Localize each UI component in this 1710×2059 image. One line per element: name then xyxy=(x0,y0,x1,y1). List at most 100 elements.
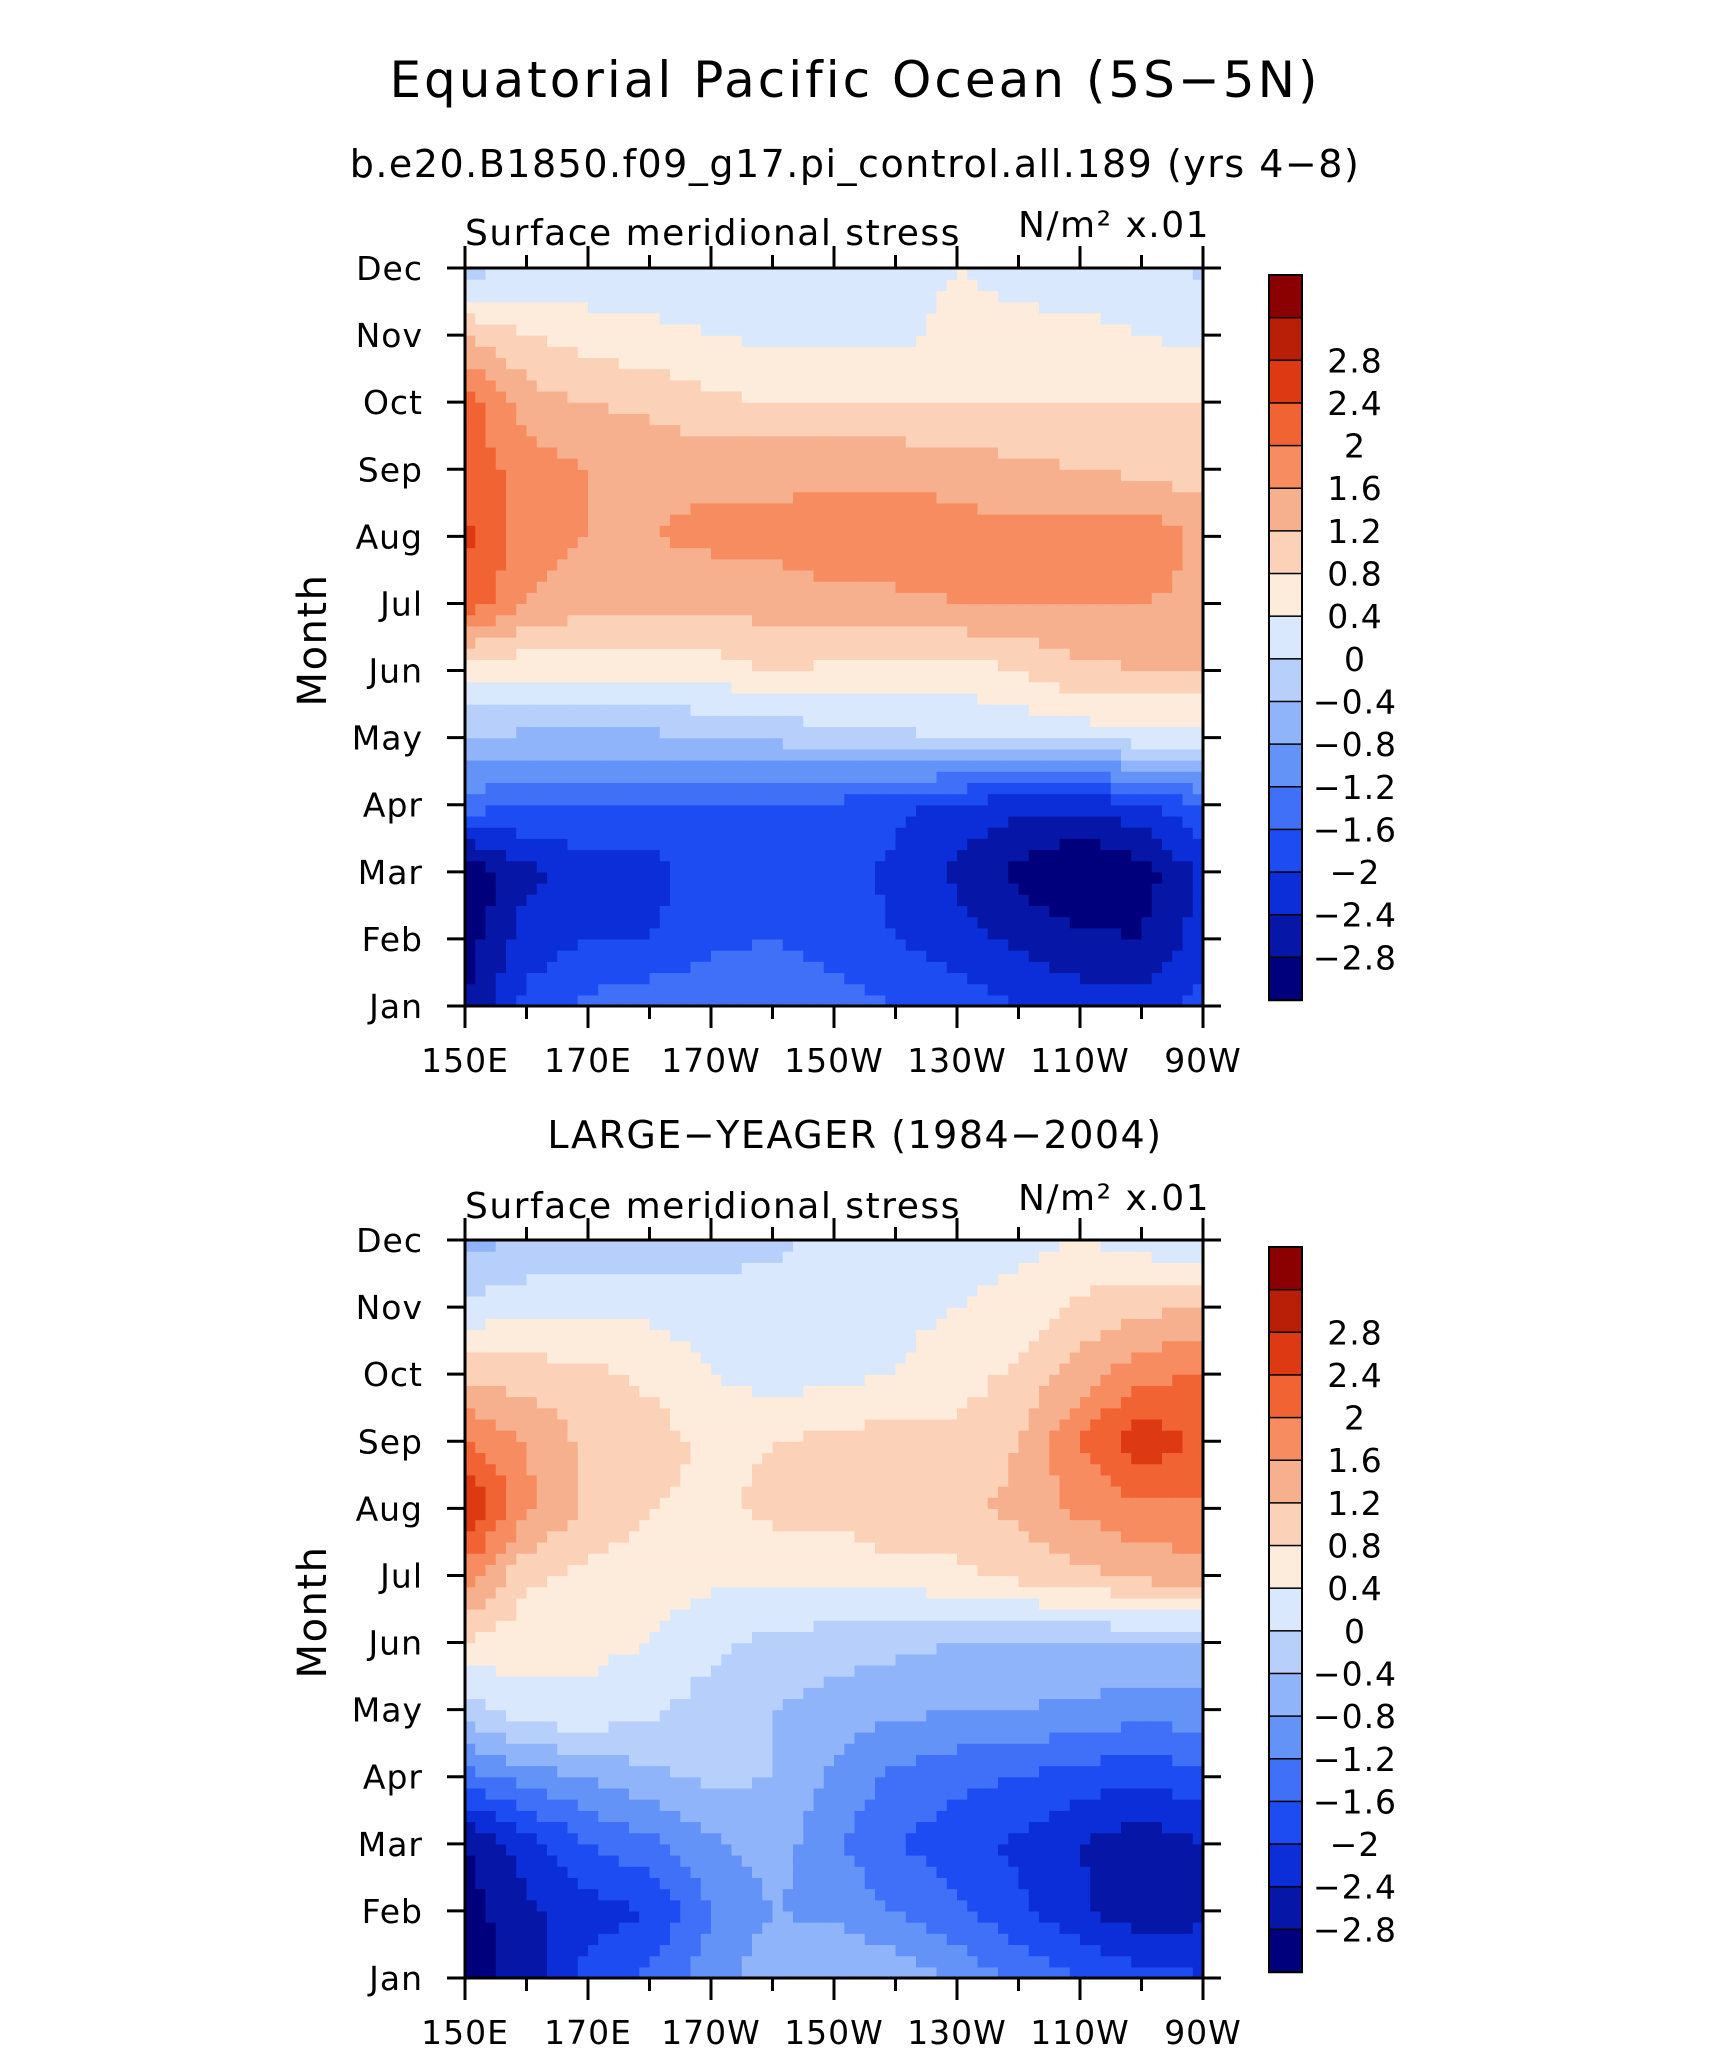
contour-cell xyxy=(526,715,538,728)
contour-cell xyxy=(577,525,589,537)
contour-cell xyxy=(690,581,702,593)
contour-cell xyxy=(793,804,804,817)
contour-cell xyxy=(731,569,743,582)
contour-cell xyxy=(998,368,1009,381)
contour-cell xyxy=(629,927,640,940)
contour-cell xyxy=(598,894,610,906)
contour-cell xyxy=(1131,815,1143,828)
contour-cell xyxy=(895,681,907,694)
contour-cell xyxy=(598,961,610,974)
contour-cell xyxy=(946,782,958,795)
contour-cell xyxy=(813,413,825,426)
contour-cell xyxy=(700,480,712,493)
contour-cell xyxy=(875,961,886,974)
contour-cell xyxy=(772,771,784,783)
contour-cell xyxy=(1080,290,1091,303)
contour-cell xyxy=(475,950,487,962)
contour-cell xyxy=(465,927,476,940)
contour-cell xyxy=(998,793,1009,806)
contour-cell xyxy=(526,592,538,605)
contour-cell xyxy=(782,961,794,974)
contour-cell xyxy=(1110,849,1122,862)
contour-cell xyxy=(629,480,640,493)
contour-cell xyxy=(1121,983,1132,996)
contour-cell xyxy=(1131,938,1143,951)
contour-cell xyxy=(516,547,528,560)
contour-cell xyxy=(1069,871,1081,884)
contour-cell xyxy=(618,771,630,783)
contour-cell xyxy=(670,502,681,515)
contour-cell xyxy=(721,860,733,873)
x-tick-label: 130W xyxy=(907,1041,1007,1080)
contour-cell xyxy=(741,625,753,638)
contour-cell xyxy=(752,916,763,929)
contour-cell xyxy=(905,648,917,660)
contour-cell xyxy=(1059,972,1071,985)
contour-cell xyxy=(1192,346,1204,359)
contour-cell xyxy=(1018,670,1030,683)
contour-cell xyxy=(844,290,856,303)
contour-cell xyxy=(557,748,569,761)
contour-cell xyxy=(608,860,620,873)
contour-cell xyxy=(813,670,825,683)
contour-cell xyxy=(1131,737,1143,750)
contour-cell xyxy=(1018,469,1030,482)
contour-cell xyxy=(752,670,763,683)
contour-cell xyxy=(834,972,845,985)
contour-cell xyxy=(1059,648,1071,660)
contour-cell xyxy=(588,938,599,951)
contour-cell xyxy=(1110,883,1122,895)
contour-cell xyxy=(495,760,507,772)
contour-cell xyxy=(475,681,487,694)
contour-cell xyxy=(670,301,681,314)
contour-cell xyxy=(782,659,794,672)
contour-cell xyxy=(690,927,702,940)
contour-cell xyxy=(465,1966,476,1979)
contour-cell xyxy=(772,815,784,828)
contour-cell xyxy=(485,815,497,828)
contour-cell xyxy=(987,335,999,347)
contour-cell xyxy=(1141,659,1153,672)
contour-cell xyxy=(772,469,784,482)
contour-cell xyxy=(823,614,835,627)
contour-cell xyxy=(1008,670,1020,683)
contour-cell xyxy=(823,469,835,482)
contour-cell xyxy=(1110,569,1122,582)
contour-cell xyxy=(659,536,671,549)
contour-cell xyxy=(526,748,538,761)
contour-cell xyxy=(629,625,640,638)
contour-cell xyxy=(495,614,507,627)
contour-cell xyxy=(1039,883,1050,895)
contour-cell xyxy=(711,961,722,974)
contour-cell xyxy=(547,871,558,884)
contour-cell xyxy=(1059,737,1071,750)
contour-cell xyxy=(1121,357,1132,370)
contour-cell xyxy=(567,625,579,638)
contour-cell xyxy=(711,446,722,459)
contour-cell xyxy=(485,402,497,414)
contour-cell xyxy=(639,637,651,649)
contour-cell xyxy=(1162,838,1173,851)
contour-cell xyxy=(946,637,958,649)
contour-cell xyxy=(536,1955,548,1968)
contour-cell xyxy=(864,312,876,325)
contour-cell xyxy=(803,793,815,806)
contour-cell xyxy=(1059,323,1071,336)
contour-cell xyxy=(762,748,774,761)
contour-cell xyxy=(1172,670,1184,683)
contour-cell xyxy=(1018,972,1030,985)
contour-cell xyxy=(1049,994,1061,1007)
contour-cell xyxy=(485,525,497,537)
contour-cell xyxy=(618,916,630,929)
contour-cell xyxy=(1028,391,1040,403)
contour-cell xyxy=(864,961,876,974)
contour-cell xyxy=(1151,849,1163,862)
contour-cell xyxy=(793,972,804,985)
contour-cell xyxy=(465,614,476,627)
contour-cell xyxy=(659,994,671,1007)
contour-cell xyxy=(506,815,517,828)
y-tick-label: Oct xyxy=(363,383,423,422)
contour-cell xyxy=(567,502,579,515)
contour-cell xyxy=(577,827,589,839)
contour-cell xyxy=(1039,547,1050,560)
